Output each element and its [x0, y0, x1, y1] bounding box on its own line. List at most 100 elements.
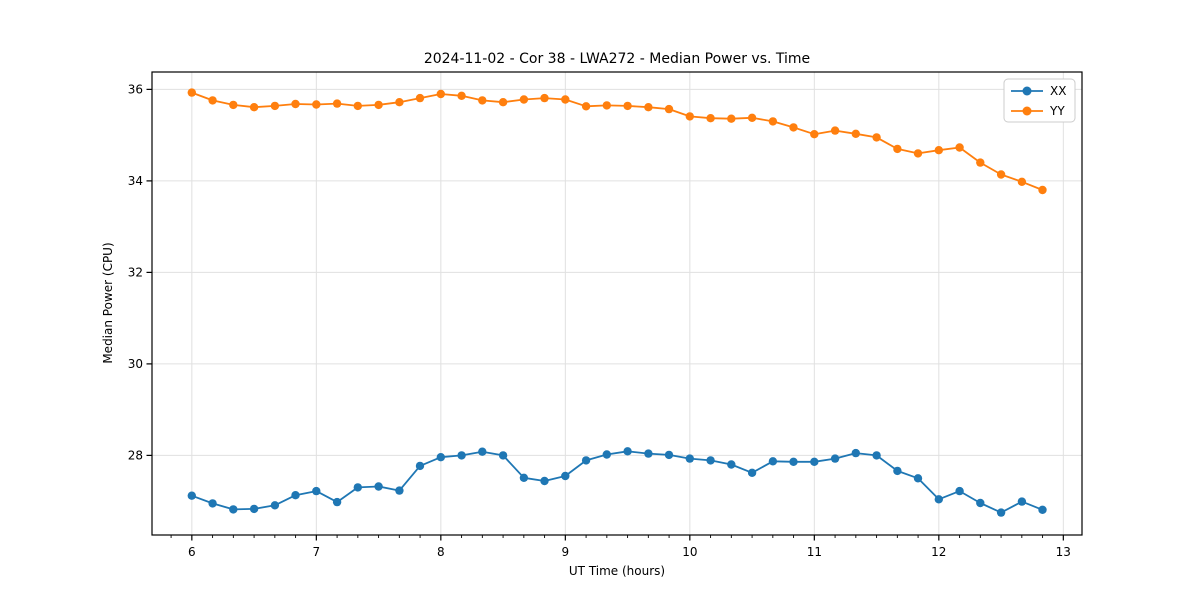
data-point-xx: [872, 451, 881, 460]
data-point-yy: [498, 98, 508, 107]
data-point-yy: [727, 114, 736, 123]
data-point-xx: [395, 486, 404, 495]
plot-border: [151, 71, 1083, 536]
series-layer: [187, 88, 1047, 517]
data-point-xx: [644, 449, 653, 458]
x-tick-label: 7: [313, 545, 321, 559]
data-point-xx: [353, 483, 362, 492]
x-tick-label: 9: [562, 545, 570, 559]
data-point-yy: [415, 93, 425, 103]
x-tick-label: 13: [1056, 545, 1071, 559]
y-tick-label: 34: [128, 174, 143, 188]
series-line-xx: [190, 450, 1044, 514]
data-point-xx: [270, 501, 280, 510]
data-point-xx: [1017, 497, 1027, 506]
data-point-xx: [913, 474, 923, 483]
data-point-xx: [996, 508, 1006, 517]
data-point-yy: [561, 95, 570, 104]
data-point-yy: [519, 95, 529, 104]
data-point-yy: [623, 101, 632, 111]
data-point-xx: [768, 457, 778, 466]
data-point-yy: [229, 100, 238, 110]
data-point-xx: [561, 471, 570, 481]
legend-label-xx: XX: [1050, 84, 1066, 98]
data-point-yy: [1017, 177, 1027, 186]
data-point-yy: [249, 103, 259, 112]
legend-label-yy: YY: [1049, 104, 1065, 118]
data-point-yy: [353, 101, 362, 111]
data-point-yy: [395, 98, 404, 107]
data-point-xx: [478, 447, 487, 456]
legend: XX YY: [1003, 78, 1076, 123]
y-tick-label: 36: [128, 82, 143, 96]
data-point-xx: [623, 447, 632, 456]
data-point-xx: [976, 498, 985, 508]
data-point-xx: [851, 448, 860, 458]
data-point-xx: [581, 456, 591, 465]
x-tick-label: 10: [682, 545, 697, 559]
y-tick-label: 30: [128, 357, 143, 371]
data-point-xx: [436, 453, 445, 462]
data-point-yy: [581, 102, 591, 111]
chart-title: 2024-11-02 - Cor 38 - LWA272 - Median Po…: [424, 51, 810, 67]
data-point-yy: [602, 101, 611, 110]
x-tick-label: 11: [807, 545, 822, 559]
x-tick-label: 8: [437, 545, 445, 559]
data-point-xx: [830, 454, 840, 463]
data-point-xx: [685, 454, 694, 463]
data-point-xx: [187, 491, 196, 500]
data-point-xx: [519, 473, 529, 482]
data-point-xx: [374, 482, 383, 491]
data-point-yy: [685, 112, 694, 121]
data-point-yy: [208, 96, 217, 105]
axes-layer: 6 7 8 9 10 11 12 13 28 30 32 34 36: [128, 71, 1083, 559]
x-tick-label: 12: [931, 545, 946, 559]
data-point-yy: [872, 133, 881, 142]
data-point-xx: [810, 457, 819, 466]
data-point-yy: [270, 101, 280, 111]
data-point-yy: [187, 88, 196, 97]
data-point-xx: [249, 504, 259, 514]
data-point-yy: [893, 144, 902, 154]
data-point-yy: [706, 114, 715, 123]
data-point-yy: [934, 146, 943, 155]
data-point-yy: [810, 130, 819, 139]
data-point-yy: [830, 126, 840, 135]
x-axis-label: UT Time (hours): [569, 564, 665, 578]
x-tick-label: 6: [188, 545, 196, 559]
data-point-yy: [851, 129, 860, 138]
data-point-yy: [436, 89, 445, 99]
y-tick-label: 28: [128, 448, 143, 462]
data-point-xx: [893, 466, 902, 476]
data-point-yy: [768, 117, 778, 126]
data-point-xx: [747, 468, 757, 477]
data-point-xx: [291, 491, 300, 500]
data-point-xx: [498, 451, 508, 460]
data-point-yy: [996, 170, 1006, 179]
data-point-xx: [664, 450, 674, 460]
data-point-yy: [976, 158, 985, 167]
data-point-xx: [706, 456, 715, 465]
data-point-xx: [934, 495, 943, 504]
data-point-xx: [789, 457, 798, 466]
data-point-xx: [540, 476, 549, 486]
data-point-xx: [312, 486, 321, 496]
data-point-yy: [457, 91, 466, 101]
grid-layer: [152, 72, 1082, 535]
legend-marker-xx: [1022, 86, 1032, 96]
data-point-xx: [229, 505, 238, 514]
legend-marker-yy: [1022, 106, 1032, 116]
data-point-xx: [955, 486, 964, 496]
data-point-xx: [415, 461, 425, 471]
data-point-yy: [374, 100, 383, 110]
data-point-yy: [644, 103, 653, 112]
data-point-xx: [208, 499, 217, 508]
data-point-yy: [291, 99, 300, 109]
data-point-yy: [478, 96, 487, 105]
data-point-yy: [332, 99, 342, 108]
data-point-yy: [1038, 185, 1047, 195]
data-point-yy: [955, 143, 964, 152]
y-tick-label: 32: [128, 265, 143, 279]
